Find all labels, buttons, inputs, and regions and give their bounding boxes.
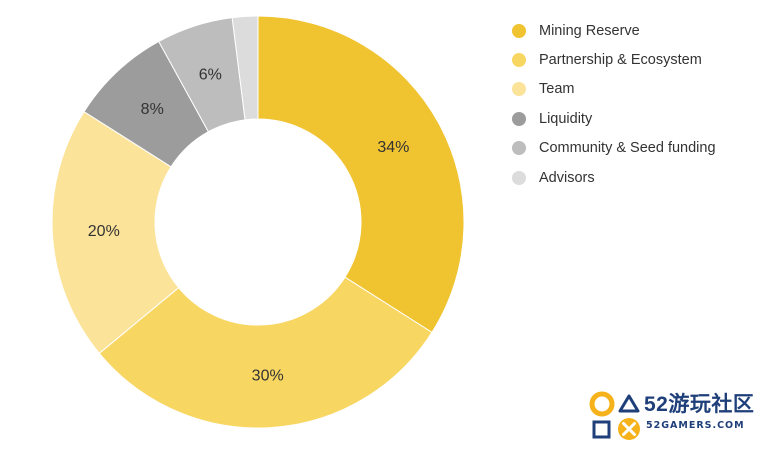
legend-swatch-partnership-ecosystem (512, 53, 526, 68)
legend-swatch-liquidity (512, 111, 526, 126)
slice-label-team: 20% (88, 223, 120, 240)
donut-svg: 34% 30% 20% 8% 6% (51, 15, 465, 429)
legend-swatch-mining-reserve (512, 23, 526, 38)
legend-item-liquidity: Liquidity (512, 104, 716, 133)
legend-item-partnership-ecosystem: Partnership & Ecosystem (512, 45, 716, 74)
legend-item-team: Team (512, 75, 716, 104)
legend-swatch-advisors (512, 170, 526, 185)
legend-swatch-team (512, 82, 526, 97)
slice-label-liquidity: 8% (141, 101, 164, 118)
slice-label-partnership-ecosystem: 30% (252, 368, 284, 385)
slice-advisors (231, 15, 259, 121)
legend-label-team: Team (539, 81, 575, 98)
slice-label-community-seed-funding: 6% (199, 67, 222, 84)
legend-label-mining-reserve: Mining Reserve (539, 22, 640, 39)
legend-label-advisors: Advisors (539, 169, 595, 186)
watermark-url: 52GAMERS.COM (646, 420, 745, 431)
wm-square-icon (592, 420, 611, 439)
legend-swatch-community-seed-funding (512, 141, 526, 156)
game-controller-symbols-icon (589, 391, 640, 440)
watermark-title: 52游玩社区 (644, 393, 755, 416)
legend-label-community-seed-funding: Community & Seed funding (539, 140, 716, 157)
legend-item-advisors: Advisors (512, 163, 716, 192)
legend-label-partnership-ecosystem: Partnership & Ecosystem (539, 52, 702, 69)
watermark: 52游玩社区 52GAMERS.COM (588, 386, 766, 446)
legend: Mining Reserve Partnership & Ecosystem T… (512, 16, 716, 192)
wm-circle-icon (589, 391, 615, 417)
slice-label-mining-reserve: 34% (377, 139, 409, 156)
legend-item-community-seed-funding: Community & Seed funding (512, 134, 716, 163)
legend-label-liquidity: Liquidity (539, 110, 593, 127)
slice-team (51, 110, 180, 355)
wm-cross-icon (622, 422, 636, 436)
legend-item-mining-reserve: Mining Reserve (512, 16, 716, 45)
slice-partnership-ecosystem (98, 276, 433, 429)
slice-mining-reserve (257, 15, 465, 334)
wm-triangle-icon (618, 394, 640, 413)
